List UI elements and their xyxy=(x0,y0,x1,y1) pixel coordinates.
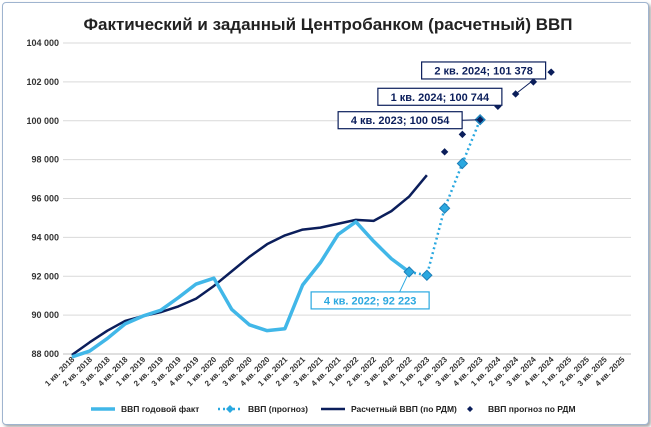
annotation: 1 кв. 2024; 100 744 xyxy=(377,87,503,107)
annotation: 4 кв. 2023; 100 054 xyxy=(337,111,481,130)
annotation-box xyxy=(337,111,463,130)
y-tick-label: 104 000 xyxy=(26,38,59,48)
annotation: 4 кв. 2022; 92 223 xyxy=(310,271,430,310)
annotations: 2 кв. 2024; 101 378 1 кв. 2024; 100 744 4 … xyxy=(310,61,547,310)
forecast-point xyxy=(403,266,415,278)
rdm-forecast-point xyxy=(529,78,538,86)
rdm-forecast-point xyxy=(458,130,467,139)
annotation-label: 4 кв. 2022; 92 223 xyxy=(324,295,416,307)
y-tick-label: 92 000 xyxy=(31,271,59,281)
legend-item: Расчетный ВВП (по РДМ) xyxy=(321,404,457,414)
legend-label: ВВП (прогноз) xyxy=(248,404,308,414)
series-line-fact xyxy=(71,220,411,359)
legend-marker xyxy=(467,406,473,412)
annotation-label: 4 кв. 2023; 100 054 xyxy=(351,115,450,127)
forecast-point xyxy=(438,202,451,214)
y-tick-label: 96 000 xyxy=(31,194,59,204)
y-tick-label: 98 000 xyxy=(31,155,59,165)
annotation-box xyxy=(310,291,430,310)
annotation: 2 кв. 2024; 101 378 xyxy=(421,61,547,95)
legend-marker xyxy=(226,405,234,413)
y-tick-label: 100 000 xyxy=(26,116,59,126)
series-line-rdm xyxy=(71,174,428,356)
annotation-label: 1 кв. 2024; 100 744 xyxy=(391,92,490,104)
series-line-forecast xyxy=(408,119,482,277)
chart: Фактический и заданный Центробанком (рас… xyxy=(26,15,631,414)
legend-item: ВВП (прогноз) xyxy=(218,404,308,414)
y-axis: 88 000 90 000 92 000 94 000 96 000 98 000 100 … xyxy=(26,38,59,359)
y-tick-label: 94 000 xyxy=(31,232,59,242)
annotation-leader xyxy=(399,271,410,293)
y-tick-label: 102 000 xyxy=(26,77,59,87)
rdm-forecast-point xyxy=(547,68,555,76)
legend-item: ВВП прогноз по РДМ xyxy=(467,404,576,414)
legend: ВВП годовой факт ВВП (прогноз) Расчетный В… xyxy=(91,404,576,414)
legend-label: Расчетный ВВП (по РДМ) xyxy=(351,404,457,414)
chart-title: Фактический и заданный Центробанком (рас… xyxy=(83,15,572,34)
legend-label: ВВП годовой факт xyxy=(121,404,199,414)
annotation-leader xyxy=(462,119,481,121)
rdm-forecast-point xyxy=(440,148,449,156)
y-tick-label: 88 000 xyxy=(31,349,59,359)
legend-label: ВВП прогноз по РДМ xyxy=(488,404,576,414)
annotation-box xyxy=(377,87,503,106)
annotation-label: 2 кв. 2024; 101 378 xyxy=(434,65,533,77)
y-tick-label: 90 000 xyxy=(31,310,59,320)
series-layer xyxy=(71,68,555,359)
rdm-forecast-point xyxy=(476,115,484,124)
annotation-box xyxy=(421,61,547,80)
forecast-point xyxy=(421,269,433,281)
forecast-point xyxy=(456,157,469,170)
grid xyxy=(63,42,631,355)
legend-item: ВВП годовой факт xyxy=(91,404,199,414)
